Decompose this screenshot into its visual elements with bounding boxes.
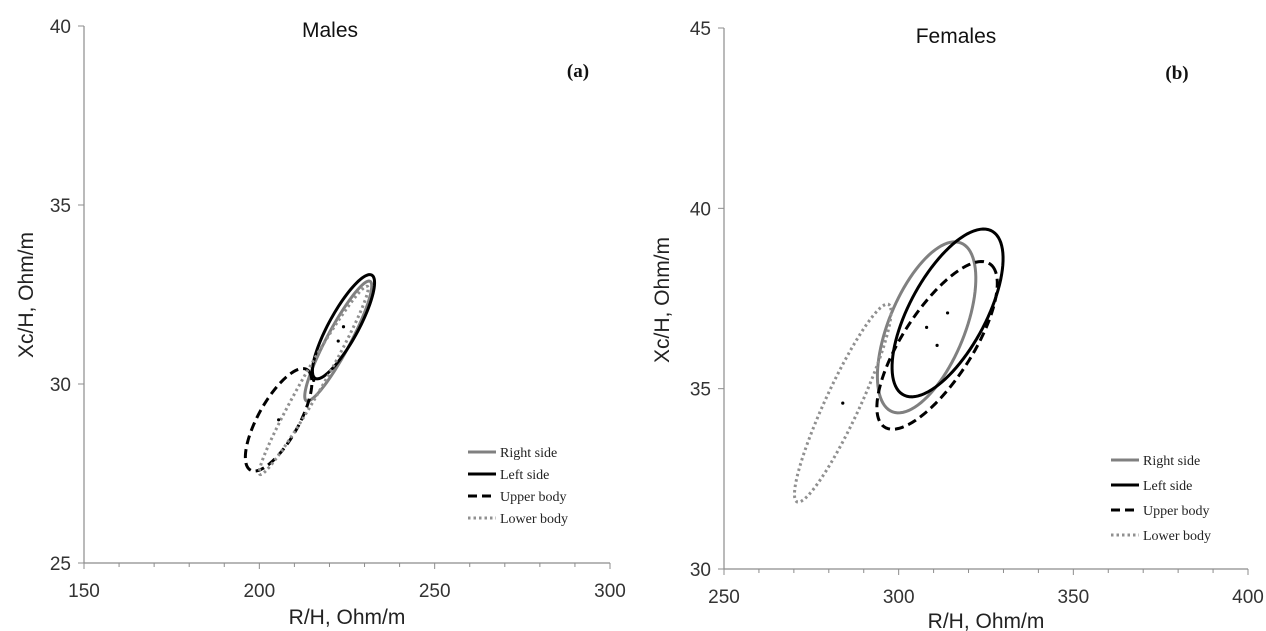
- ellipse-lower-body: [257, 284, 370, 477]
- ellipse-left-side: [310, 273, 377, 381]
- legend-label-upper-body: Upper body: [1143, 504, 1210, 519]
- center-point-lower-body: [312, 378, 316, 383]
- legend: Right side Left side Upper body Lower body: [468, 446, 568, 527]
- tick-group: [78, 25, 611, 569]
- y-tick-label: 30: [50, 375, 71, 396]
- minor-tick-group: [118, 563, 576, 567]
- chart-title: Males: [302, 19, 358, 42]
- y-tick-label: 40: [50, 17, 71, 38]
- x-axis-title: R/H, Ohm/m: [289, 606, 406, 629]
- legend: Right side Left side Upper body Lower body: [1111, 454, 1211, 544]
- x-tick-label: 250: [419, 581, 451, 602]
- series-centers: [277, 325, 346, 422]
- chart-panel-males: 150 200 250 300 25 30 35 40 Males (a) R/H, Ohm…: [15, 17, 626, 629]
- legend-label-left-side: Left side: [1143, 479, 1192, 494]
- x-tick-labels: 250 300 350 400: [708, 587, 1264, 608]
- x-tick-label: 400: [1232, 587, 1264, 608]
- legend-label-right-side: Right side: [500, 446, 557, 461]
- y-tick-labels: 25 30 35 40: [50, 17, 71, 575]
- y-tick-label: 35: [690, 380, 711, 401]
- x-tick-label: 350: [1057, 587, 1089, 608]
- series-ellipses: [792, 227, 1005, 504]
- minor-tick-group: [758, 569, 1214, 573]
- y-tick-label: 30: [690, 560, 711, 581]
- ellipse-upper-body: [243, 367, 314, 473]
- y-tick-label: 40: [690, 199, 711, 220]
- center-point-right-side: [336, 339, 340, 343]
- center-point-lower-body: [841, 401, 845, 405]
- y-tick-label: 45: [690, 19, 711, 40]
- tick-group: [718, 27, 1249, 575]
- center-point-left-side: [341, 325, 346, 329]
- x-tick-labels: 150 200 250 300: [68, 581, 626, 602]
- x-tick-label: 150: [68, 581, 100, 602]
- x-tick-label: 300: [594, 581, 626, 602]
- chart-panel-females: 250 300 350 400 30 35 40 45 Females (b) R/H, O…: [651, 19, 1264, 631]
- legend-label-lower-body: Lower body: [1143, 529, 1211, 544]
- legend-label-lower-body: Lower body: [500, 512, 568, 527]
- y-tick-label: 35: [50, 196, 71, 217]
- panel-label: (b): [1165, 63, 1188, 84]
- y-axis-title: Xc/H, Ohm/m: [15, 232, 38, 358]
- center-point-upper-body: [277, 418, 281, 422]
- center-point-right-side: [925, 325, 929, 329]
- y-axis-title: Xc/H, Ohm/m: [651, 237, 674, 363]
- y-tick-label: 25: [50, 554, 71, 575]
- legend-label-left-side: Left side: [500, 468, 549, 483]
- center-point-upper-body: [935, 343, 939, 347]
- x-axis-title: R/H, Ohm/m: [928, 610, 1045, 631]
- ellipse-right-side: [875, 240, 978, 415]
- ellipse-upper-body: [875, 260, 999, 431]
- center-point-left-side: [945, 311, 950, 315]
- legend-label-upper-body: Upper body: [500, 490, 567, 505]
- panel-label: (a): [567, 61, 589, 82]
- legend-label-right-side: Right side: [1143, 454, 1200, 469]
- series-centers: [841, 311, 950, 405]
- chart-title: Females: [916, 25, 997, 48]
- x-tick-label: 300: [883, 587, 915, 608]
- y-tick-labels: 30 35 40 45: [690, 19, 711, 581]
- series-ellipses: [243, 273, 377, 477]
- x-tick-label: 200: [243, 581, 275, 602]
- ellipse-lower-body: [792, 302, 893, 504]
- x-tick-label: 250: [708, 587, 740, 608]
